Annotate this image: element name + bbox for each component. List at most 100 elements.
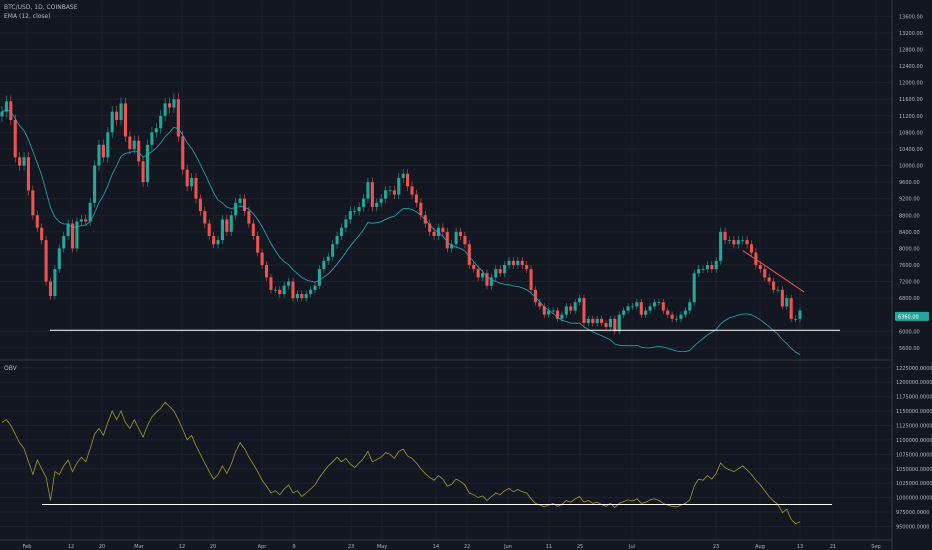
candle-body [441, 227, 445, 232]
obv-tick-label: 950000.0000 [896, 524, 929, 530]
candle-body [798, 310, 802, 319]
candle-body [62, 235, 66, 249]
candle-body [348, 211, 352, 220]
time-tick-label: Jul [628, 544, 635, 550]
candle-body [264, 264, 269, 278]
price-tick-label: 9200.00 [899, 197, 920, 203]
candle-body [48, 281, 53, 297]
time-tick-label: Apr [258, 544, 268, 550]
candle-body [551, 310, 555, 312]
candle-body [198, 198, 202, 212]
price-tick-label: 10400.00 [899, 147, 923, 153]
candle-body [626, 306, 630, 311]
candle-body [384, 190, 388, 199]
candle-body [375, 202, 379, 207]
downtrend-line[interactable] [742, 250, 805, 293]
candle-body [719, 231, 723, 261]
current-price-label: 6360.00 [898, 314, 919, 320]
candle-body [44, 240, 48, 282]
candle-body [132, 140, 136, 149]
candle-body [35, 215, 39, 228]
price-tick-label: 8400.00 [899, 230, 920, 236]
candle-body [503, 264, 507, 274]
candle-body [485, 273, 489, 286]
candle-body [322, 260, 326, 270]
candle-body [88, 202, 92, 222]
candle-body [141, 161, 145, 183]
candle-body [714, 260, 718, 270]
chart-title: BTC/USD, 1D, COINBASE [4, 4, 78, 11]
candle-body [569, 306, 573, 311]
candle-body [639, 302, 643, 315]
time-tick-label: 14 [433, 544, 439, 550]
candle-body [295, 293, 299, 299]
candle-body [630, 306, 635, 308]
candle-body [123, 103, 127, 137]
price-tick-label: 10800.00 [899, 130, 923, 136]
candle-body [331, 244, 335, 257]
candle-body [648, 306, 652, 311]
candle-body [547, 310, 551, 315]
candle-body [406, 173, 410, 187]
candle-body [79, 219, 83, 222]
candle-body [128, 136, 132, 149]
time-tick-label: 23 [348, 544, 354, 550]
candle-body [710, 264, 714, 270]
candle-body [644, 310, 648, 315]
candle-body [278, 289, 282, 294]
time-tick-label: Aug [755, 544, 765, 550]
candle-body [754, 252, 758, 265]
candle-body [661, 302, 665, 311]
candle-body [31, 190, 35, 216]
candle-body [622, 310, 626, 315]
obv-tick-label: 1100000.0000 [896, 438, 932, 444]
candle-body [516, 260, 520, 265]
candle-body [652, 302, 657, 307]
candle-body [454, 231, 458, 245]
candle-body [357, 206, 361, 212]
candle-body [785, 298, 789, 307]
candle-body [176, 99, 180, 137]
candle-body [604, 322, 608, 328]
candle-body [229, 215, 233, 232]
candle-body [767, 277, 771, 282]
obv-tick-label: 975000.0000 [896, 510, 929, 516]
time-tick-label: 22 [464, 544, 470, 550]
candle-body [697, 269, 701, 274]
candle-body [564, 306, 568, 315]
candle-body [688, 302, 692, 311]
candle-body [608, 318, 612, 328]
candle-body [507, 260, 511, 265]
candle-body [410, 186, 414, 195]
price-tick-label: 7200.00 [899, 280, 920, 286]
candle-body [520, 260, 524, 265]
candle-body [75, 221, 79, 249]
candle-body [145, 144, 150, 183]
candle-body [683, 310, 687, 315]
time-tick-label: 12 [68, 544, 74, 550]
candle-body [472, 264, 476, 270]
candle-body [366, 182, 370, 199]
time-tick-label: 20 [210, 544, 216, 550]
candle-body [591, 318, 595, 323]
candle-body [679, 314, 683, 319]
candle-body [256, 235, 260, 253]
candle-body [212, 235, 216, 245]
candle-body [282, 285, 286, 294]
candle-body [172, 99, 176, 108]
candle-body [732, 240, 736, 245]
candle-body [529, 269, 533, 290]
ema-indicator-label: EMA (12, close) [4, 13, 51, 20]
candle-body [70, 223, 75, 249]
candle-body [163, 103, 167, 116]
time-tick-label: 21 [830, 544, 836, 550]
candle-body [26, 157, 30, 191]
candle-body [555, 310, 560, 319]
candle-body [428, 223, 432, 232]
candle-body [106, 132, 110, 158]
candle-body [66, 223, 70, 236]
candle-body [97, 144, 101, 166]
candle-body [542, 306, 546, 315]
candle-body [388, 190, 392, 192]
